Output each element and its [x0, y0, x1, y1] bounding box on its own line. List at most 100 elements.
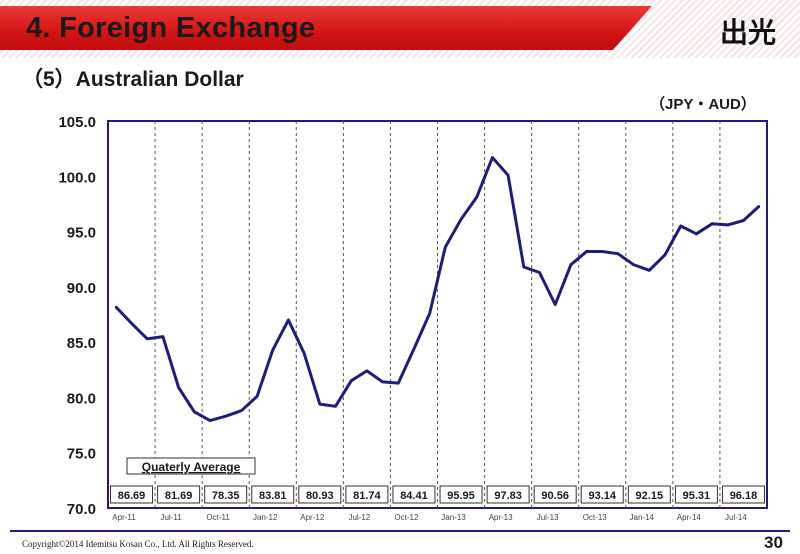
- y-tick-label: 75.0: [67, 446, 96, 463]
- data-point: [177, 386, 180, 389]
- quarterly-average-value: 93.14: [588, 490, 616, 502]
- quarterly-average-value: 84.41: [400, 490, 428, 502]
- company-logo: 出光: [720, 16, 776, 49]
- data-point: [695, 232, 698, 235]
- quarterly-average-box: [533, 485, 577, 504]
- quarterly-average-box: [251, 485, 295, 504]
- data-point: [758, 205, 761, 208]
- y-tick-label: 95.0: [67, 225, 96, 242]
- quarterly-average-box: [157, 485, 201, 504]
- quarterly-average-value: 78.35: [212, 490, 240, 502]
- data-point: [522, 265, 525, 268]
- data-point: [114, 305, 117, 308]
- quarterly-average-box: [627, 485, 671, 504]
- data-point: [318, 403, 321, 406]
- logo-text: 出光: [720, 16, 776, 49]
- footer-rule: [10, 530, 790, 532]
- data-point: [146, 337, 149, 340]
- quarterly-average-box: [486, 485, 530, 504]
- data-point: [381, 380, 384, 383]
- data-point: [601, 250, 604, 253]
- y-tick-label: 105.0: [58, 114, 96, 131]
- data-point: [475, 196, 478, 199]
- quarterly-average-title: Quaterly Average: [142, 460, 241, 474]
- data-point: [711, 222, 714, 225]
- page-number: 30: [764, 533, 783, 552]
- quarterly-average-value: 96.18: [730, 490, 758, 502]
- x-tick-label: Jul-12: [348, 513, 370, 522]
- quarterly-average-value: 86.69: [118, 490, 146, 502]
- quarterly-average-value: 97.83: [494, 490, 522, 502]
- header-title-bar: [0, 6, 652, 50]
- quarterly-average-value: 81.69: [165, 490, 193, 502]
- quarterly-average-value: 83.81: [259, 490, 287, 502]
- quarterly-average-title-box: [126, 457, 256, 475]
- data-point: [428, 312, 431, 315]
- section-subtitle: （5）Australian Dollar: [22, 68, 244, 91]
- data-point: [303, 352, 306, 355]
- data-point: [365, 369, 368, 372]
- data-point: [554, 303, 557, 306]
- x-tick-label: Apr-12: [300, 513, 325, 522]
- quarterly-average-box: [439, 485, 483, 504]
- quarterly-average-box: [674, 485, 718, 504]
- data-point: [632, 263, 635, 266]
- x-tick-label: Jan-12: [253, 513, 278, 522]
- x-tick-label: Jul-11: [160, 513, 182, 522]
- quarterly-average-value: 80.93: [306, 490, 334, 502]
- x-tick-label: Apr-14: [677, 513, 702, 522]
- data-point: [538, 271, 541, 274]
- data-point: [240, 409, 243, 412]
- data-point: [491, 156, 494, 159]
- copyright-text: Copyright©2014 Idemitsu Kosan Co., Ltd. …: [22, 539, 254, 549]
- data-point: [507, 174, 510, 177]
- y-tick-label: 100.0: [58, 169, 96, 186]
- x-tick-label: Jul-14: [725, 513, 747, 522]
- x-tick-label: Apr-13: [489, 513, 514, 522]
- quarterly-average-value: 92.15: [636, 490, 664, 502]
- data-point: [350, 379, 353, 382]
- quarterly-average-value: 95.31: [683, 490, 711, 502]
- data-point: [585, 250, 588, 253]
- data-point: [397, 382, 400, 385]
- quarterly-average-box: [721, 485, 765, 504]
- x-tick-label: Jan-14: [630, 513, 655, 522]
- data-point: [271, 348, 274, 351]
- x-tick-label: Oct-13: [583, 513, 608, 522]
- y-tick-label: 90.0: [67, 280, 96, 297]
- data-point: [161, 335, 164, 338]
- data-point: [256, 395, 259, 398]
- x-tick-label: Jan-13: [441, 513, 466, 522]
- data-point: [616, 252, 619, 255]
- y-tick-label: 80.0: [67, 390, 96, 407]
- line-layer: [114, 156, 761, 423]
- series-line: [114, 156, 761, 423]
- y-tick-label: 70.0: [67, 501, 96, 518]
- quarterly-average-box: [345, 485, 389, 504]
- quarterly-average-row: Quaterly Average 86.69 81.69 78.35 83.81 80.9…: [110, 457, 765, 504]
- x-tick-label: Apr-11: [112, 513, 136, 522]
- data-point: [224, 415, 227, 418]
- unit-label: （JPY・AUD）: [650, 96, 756, 113]
- quarterly-average-value: 81.74: [353, 490, 381, 502]
- quarterly-average-box: [392, 485, 436, 504]
- quarterly-average-value: 90.56: [541, 490, 569, 502]
- data-point: [726, 223, 729, 226]
- quarterly-average-box: [580, 485, 624, 504]
- quarterly-average-value: 95.95: [447, 490, 475, 502]
- data-point: [679, 225, 682, 228]
- data-point: [742, 219, 745, 222]
- page-title: 4. Foreign Exchange: [26, 12, 316, 44]
- data-point: [664, 253, 667, 256]
- data-point: [444, 246, 447, 249]
- data-point: [569, 263, 572, 266]
- x-tick-label: Oct-12: [394, 513, 419, 522]
- x-tick-label: Oct-11: [206, 513, 230, 522]
- data-point: [130, 322, 133, 325]
- y-tick-label: 85.0: [67, 335, 96, 352]
- data-point: [287, 319, 290, 322]
- data-point: [193, 410, 196, 413]
- data-point: [208, 419, 211, 422]
- data-point: [460, 218, 463, 221]
